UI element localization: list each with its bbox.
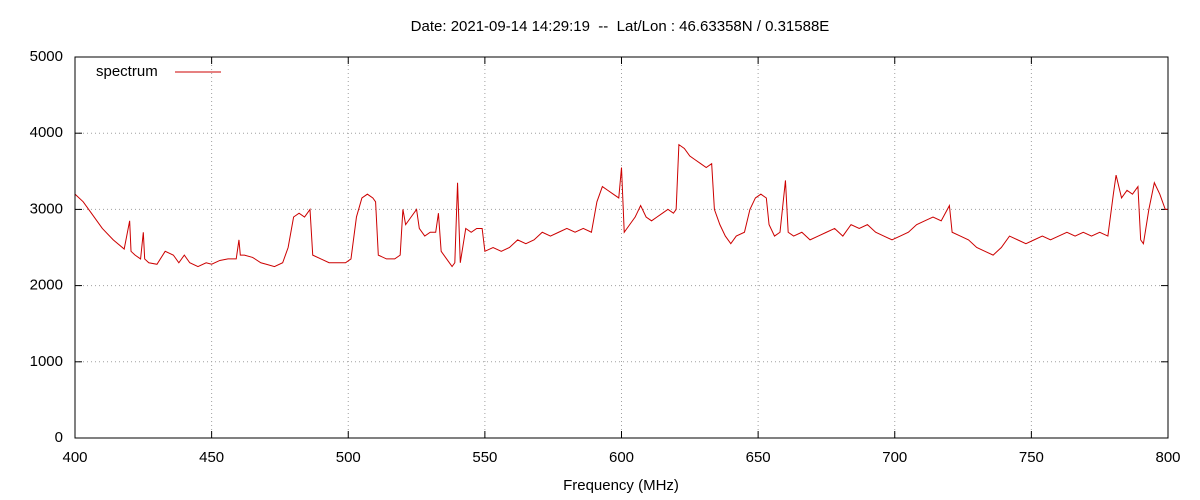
x-tick-label: 400 <box>62 449 87 466</box>
x-tick-label: 600 <box>609 449 634 466</box>
chart-title: Date: 2021-09-14 14:29:19 -- Lat/Lon : 4… <box>411 18 830 35</box>
x-axis-label: Frequency (MHz) <box>563 477 679 494</box>
y-tick-label: 5000 <box>30 48 63 65</box>
x-tick-label: 650 <box>746 449 771 466</box>
plot-frame <box>74 56 1169 439</box>
legend-label: spectrum <box>96 63 158 80</box>
y-tick-label: 2000 <box>30 277 63 294</box>
y-tick-label: 3000 <box>30 200 63 217</box>
x-tick-label: 550 <box>472 449 497 466</box>
y-tick-label: 0 <box>55 429 63 446</box>
spectrum-line <box>74 143 1168 268</box>
x-tick-label: 750 <box>1019 449 1044 466</box>
x-tick-label: 800 <box>1155 449 1180 466</box>
x-tick-label: 700 <box>882 449 907 466</box>
x-tick-label: 500 <box>336 449 361 466</box>
y-tick-label: 4000 <box>30 124 63 141</box>
x-tick-label: 450 <box>199 449 224 466</box>
y-tick-label: 1000 <box>30 353 63 370</box>
